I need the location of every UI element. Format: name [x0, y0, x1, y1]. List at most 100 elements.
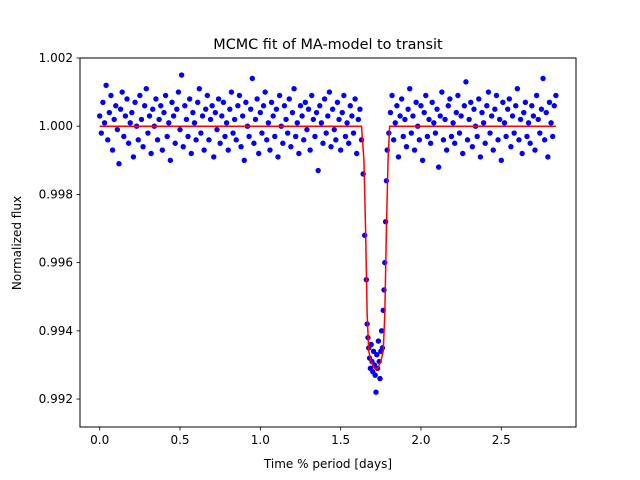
data-point: [119, 89, 125, 95]
data-point: [541, 137, 548, 143]
data-point: [503, 133, 509, 140]
y-tick-label: 0.994: [39, 324, 73, 338]
data-point: [522, 99, 529, 106]
data-point: [352, 96, 358, 102]
data-point: [421, 109, 427, 116]
data-point: [248, 106, 254, 112]
x-axis: 0.0 0.5 1.0 1.5 2.0 2.5: [90, 427, 511, 447]
data-point: [106, 109, 113, 116]
data-point: [392, 120, 398, 126]
data-point: [236, 92, 243, 99]
data-point: [435, 164, 442, 170]
data-point: [138, 116, 145, 123]
data-point: [105, 137, 111, 143]
data-point: [262, 89, 268, 95]
data-point: [464, 137, 471, 143]
data-point: [469, 143, 476, 150]
data-point: [270, 113, 276, 119]
data-point: [545, 154, 551, 160]
data-point: [538, 106, 545, 112]
data-point: [378, 328, 385, 334]
data-point: [548, 120, 554, 126]
data-point: [479, 109, 485, 116]
data-point: [309, 92, 315, 99]
data-point: [286, 96, 292, 102]
data-point: [177, 126, 183, 133]
data-point: [424, 133, 431, 140]
data-point: [125, 140, 132, 146]
data-point: [249, 75, 255, 82]
data-point: [350, 130, 357, 136]
data-point: [447, 96, 453, 102]
data-point: [426, 116, 432, 123]
y-axis: 0.992 0.994 0.996 0.998 1.000 1.002: [39, 51, 80, 406]
data-point: [225, 147, 231, 153]
data-point: [198, 130, 204, 136]
data-point: [185, 133, 191, 140]
data-point: [281, 103, 288, 109]
data-point: [231, 116, 238, 123]
data-point: [437, 113, 443, 119]
data-point: [280, 140, 286, 146]
data-point: [328, 143, 334, 150]
y-tick-label: 1.002: [39, 51, 73, 65]
data-point: [466, 116, 472, 123]
data-point: [111, 116, 117, 123]
data-point: [98, 130, 105, 136]
data-point: [265, 120, 272, 126]
x-tick-label: 2.0: [411, 433, 430, 447]
data-point: [416, 137, 423, 143]
data-point: [460, 150, 466, 157]
data-point: [235, 103, 241, 109]
data-point: [410, 113, 416, 119]
data-point: [551, 103, 557, 109]
data-point: [524, 133, 530, 140]
data-point: [537, 130, 543, 136]
data-point: [294, 120, 300, 126]
data-point: [267, 147, 273, 153]
data-point: [326, 89, 333, 95]
data-point: [203, 106, 209, 112]
data-point: [375, 338, 382, 344]
data-point: [180, 143, 186, 150]
data-point: [341, 92, 347, 99]
data-point: [183, 116, 190, 123]
data-point: [389, 92, 395, 99]
x-tick-label: 1.5: [331, 433, 350, 447]
chart-title: MCMC fit of MA-model to transit: [213, 37, 443, 53]
data-point: [268, 99, 275, 106]
data-point: [230, 130, 236, 136]
data-point: [246, 133, 252, 140]
data-point: [488, 113, 495, 119]
data-point: [172, 140, 178, 146]
data-point: [141, 103, 148, 109]
data-point: [182, 103, 188, 109]
data-point: [513, 103, 519, 109]
data-point: [413, 99, 419, 106]
data-point: [206, 137, 212, 143]
data-point: [334, 99, 341, 106]
data-point: [204, 92, 211, 99]
data-point: [169, 99, 175, 106]
y-tick-label: 0.998: [39, 187, 73, 201]
data-point: [186, 96, 193, 102]
data-point: [302, 99, 309, 106]
data-point: [190, 109, 196, 116]
data-point: [113, 103, 119, 109]
data-point: [496, 116, 503, 123]
data-point: [485, 89, 492, 95]
data-point: [440, 137, 447, 143]
data-point: [228, 89, 235, 95]
data-point: [477, 154, 484, 160]
data-point: [543, 109, 549, 116]
data-point: [368, 341, 374, 348]
data-point: [175, 89, 182, 95]
data-point: [215, 96, 222, 102]
data-point: [540, 75, 546, 82]
data-point: [407, 85, 413, 92]
data-point: [239, 113, 246, 119]
data-point: [453, 109, 459, 116]
data-point: [146, 113, 153, 119]
data-point: [487, 130, 493, 136]
